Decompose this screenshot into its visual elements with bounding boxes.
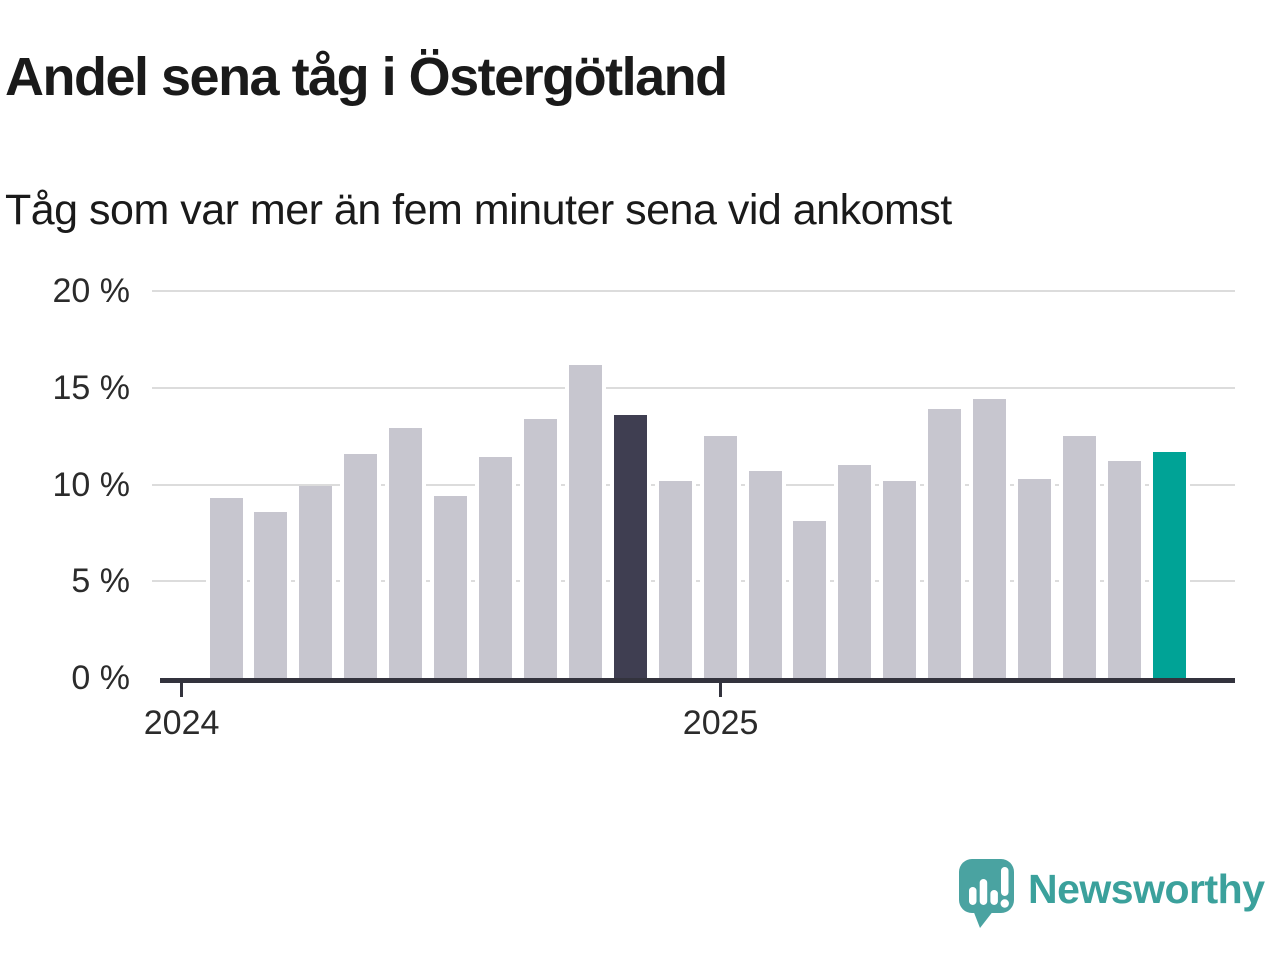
bar xyxy=(340,453,382,678)
chart-subtitle: Tåg som var mer än fem minuter sena vid … xyxy=(5,186,952,234)
y-axis-label-15pct: 15 % xyxy=(52,368,131,407)
brand-name: Newsworthy xyxy=(1028,866,1265,912)
bar xyxy=(1058,436,1100,678)
bar xyxy=(385,428,427,678)
bar-highlight-accent xyxy=(1148,451,1190,678)
bar xyxy=(205,498,247,678)
bar xyxy=(744,470,786,678)
bar xyxy=(250,511,292,678)
x-axis-line xyxy=(160,678,1235,683)
bar xyxy=(564,364,606,678)
bar xyxy=(969,399,1011,678)
newsworthy-logo-icon xyxy=(959,859,1014,928)
y-axis-label-10pct: 10 % xyxy=(52,465,131,504)
y-axis-label-0pct: 0 % xyxy=(71,659,130,697)
bar-highlight-dark xyxy=(609,414,651,678)
bar xyxy=(430,496,472,678)
y-axis-label-5pct: 5 % xyxy=(71,562,130,601)
chart-title: Andel sena tåg i Östergötland xyxy=(5,47,728,107)
gridline-15pct xyxy=(152,386,1235,389)
y-axis-label-20pct: 20 % xyxy=(52,272,131,310)
bar xyxy=(834,465,876,678)
bar xyxy=(295,486,337,678)
x-axis-label-2025: 2025 xyxy=(682,704,759,742)
x-axis-label-2024: 2024 xyxy=(143,704,220,742)
bar xyxy=(699,436,741,678)
bar xyxy=(879,480,921,678)
bar xyxy=(924,409,966,678)
x-axis-tick-2025 xyxy=(719,683,723,697)
bar xyxy=(789,521,831,678)
brand-footer: Newsworthy xyxy=(958,858,1265,930)
bar xyxy=(654,480,696,678)
gridline-20pct xyxy=(152,290,1235,292)
bar xyxy=(475,457,517,678)
x-axis-tick-2024 xyxy=(180,683,184,697)
bar xyxy=(1014,478,1056,678)
bar xyxy=(519,418,561,678)
bar xyxy=(1103,461,1145,678)
